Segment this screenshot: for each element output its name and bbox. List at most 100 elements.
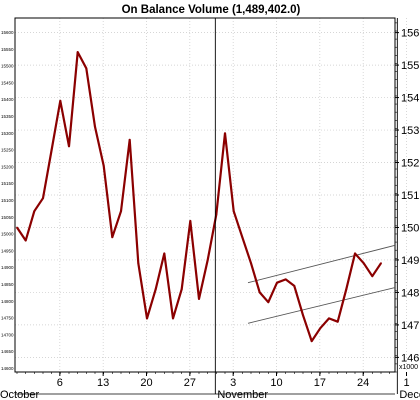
obv-point	[128, 138, 131, 141]
obv-point	[76, 51, 79, 54]
obv-point	[232, 210, 235, 213]
x-tick-label: 6	[57, 377, 63, 389]
inner-y-tick-label: 15300	[1, 131, 14, 136]
y-tick-label: 156	[401, 28, 419, 40]
obv-point	[362, 262, 365, 265]
obv-point	[250, 262, 252, 265]
inner-y-tick-label: 14950	[1, 248, 14, 253]
obv-point	[16, 226, 18, 229]
inner-y-tick-label: 14600	[1, 366, 14, 371]
obv-point	[215, 213, 218, 216]
x-tick-label: 1	[403, 377, 409, 389]
inner-y-tick-label: 15150	[1, 181, 14, 186]
inner-y-tick-label: 15500	[1, 64, 14, 69]
obv-point	[50, 148, 53, 151]
obv-point	[180, 288, 183, 291]
obv-point	[293, 285, 296, 287]
obv-line	[16, 50, 382, 343]
y-tick-label: 148	[401, 287, 419, 299]
obv-series	[16, 50, 382, 343]
obv-point	[94, 125, 96, 128]
y-tick-label: 152	[401, 158, 419, 170]
trend-channel	[247, 244, 396, 324]
y-tick-label: 153	[401, 125, 419, 137]
y-axis: 146 147 148 149 150 151 152 153 154 155 156 x1000	[395, 22, 419, 373]
x-tick-label: 3	[230, 377, 236, 389]
y-tick-label: 151	[401, 190, 419, 202]
x-tick-label: 17	[314, 377, 326, 389]
obv-point	[102, 164, 105, 167]
obv-point	[172, 317, 174, 320]
obv-point	[319, 327, 322, 330]
y-unit-label: x1000	[399, 364, 418, 371]
grid-lines	[15, 18, 407, 372]
obv-point	[111, 236, 114, 239]
obv-point	[24, 239, 27, 242]
x-month-label: Decem	[399, 389, 420, 400]
obv-point	[120, 210, 122, 213]
inner-y-tick-label: 15350	[1, 114, 14, 119]
inner-y-tick-label: 15550	[1, 47, 14, 52]
inner-y-tick-label: 14900	[1, 265, 14, 270]
obv-point	[68, 145, 70, 148]
obv-point	[345, 288, 348, 291]
obv-point	[154, 288, 157, 291]
obv-point	[137, 262, 140, 265]
y-tick-label: 146	[401, 352, 419, 364]
inner-y-tick-label: 15250	[1, 148, 14, 153]
obv-point	[354, 252, 356, 255]
obv-point	[241, 236, 244, 239]
obv-point	[371, 275, 374, 278]
x-tick-label: 10	[270, 377, 282, 389]
inner-y-tick-label: 15200	[1, 164, 14, 169]
inner-y-tick-label: 15450	[1, 80, 14, 85]
obv-point	[302, 314, 304, 317]
y-tick-label: 147	[401, 320, 419, 332]
obv-point	[85, 67, 88, 70]
obv-point	[206, 259, 209, 261]
inner-y-tick-label: 14800	[1, 299, 14, 304]
inner-y-tick-label: 15000	[1, 232, 14, 237]
channel-line	[247, 244, 396, 284]
obv-point	[310, 340, 313, 343]
inner-y-tick-label: 15400	[1, 97, 14, 102]
obv-point	[258, 291, 261, 294]
inner-y-tick-label: 14700	[1, 332, 14, 337]
obv-point	[328, 317, 330, 320]
x-tick-label: 27	[184, 377, 196, 389]
plot-frame	[14, 17, 396, 395]
y-tick-label: 150	[401, 222, 419, 234]
inner-y-tick-label: 15050	[1, 215, 14, 220]
x-month-label: October	[0, 389, 39, 400]
obv-point	[33, 210, 36, 213]
x-month-label: November	[217, 389, 268, 400]
inner-y-tick-label: 15100	[1, 198, 14, 203]
obv-point	[380, 262, 382, 265]
obv-point	[59, 99, 62, 102]
obv-point	[42, 197, 44, 200]
obv-point	[146, 317, 148, 320]
x-tick-label: 24	[357, 377, 369, 389]
obv-point	[284, 278, 287, 281]
x-axis: 6 13 20 27 3 10 17 24 1 October November Decem	[0, 18, 420, 400]
inner-y-tick-label: 14750	[1, 316, 14, 321]
obv-point	[189, 220, 192, 222]
channel-line	[247, 287, 396, 324]
inner-y-tick-label: 15600	[1, 30, 14, 35]
y-tick-label: 149	[401, 255, 419, 267]
inner-y-tick-label: 14650	[1, 349, 14, 354]
obv-point	[336, 320, 339, 323]
chart-title: On Balance Volume (1,489,402.0)	[122, 4, 301, 16]
obv-point	[198, 298, 200, 300]
y-tick-label: 154	[401, 93, 419, 105]
y-tick-label: 155	[401, 60, 419, 72]
obv-point	[267, 301, 270, 304]
obv-point	[224, 132, 226, 135]
x-tick-label: 13	[97, 377, 109, 389]
obv-point	[163, 252, 166, 255]
x-tick-label: 20	[140, 377, 152, 389]
inner-y-tick-labels: 14600 14650 14700 14750 14800 14850 14900 14950…	[1, 30, 14, 371]
obv-point	[276, 281, 278, 284]
inner-y-tick-label: 14850	[1, 282, 14, 287]
